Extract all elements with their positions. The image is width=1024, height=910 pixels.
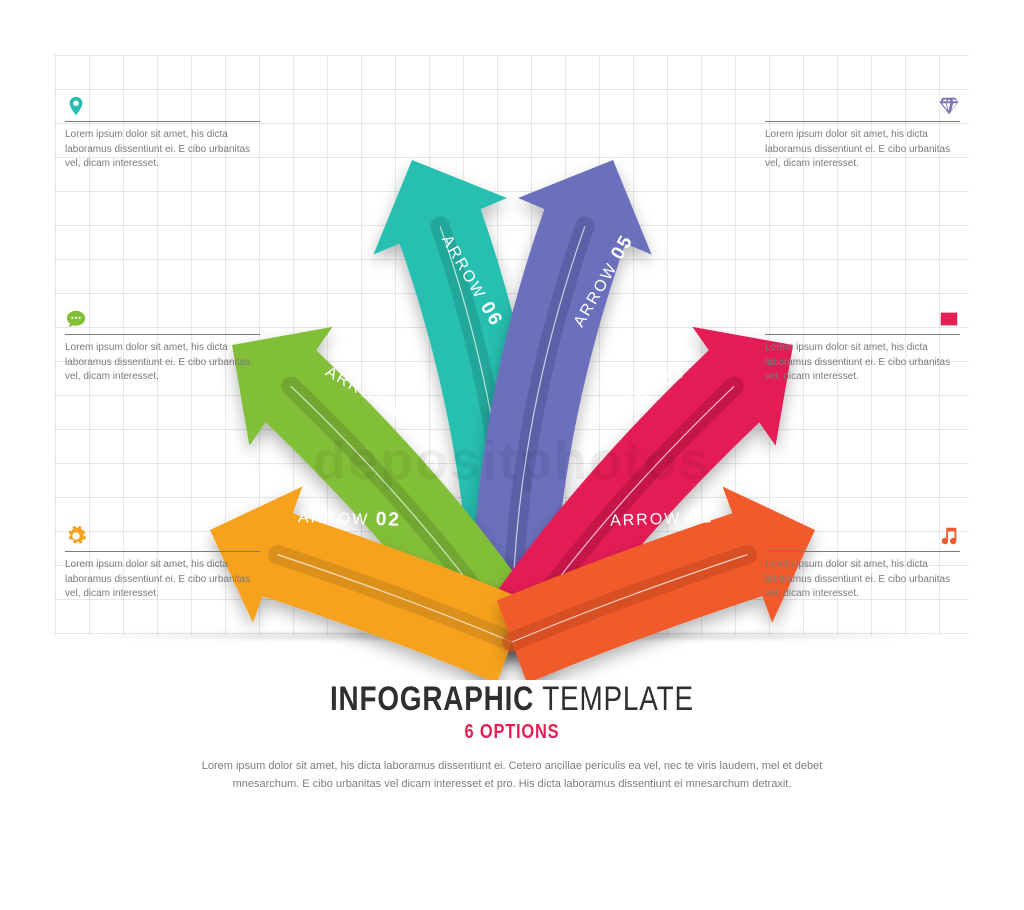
note-diamond: Lorem ipsum dolor sit amet, his dicta la… <box>765 95 960 172</box>
note-body: Lorem ipsum dolor sit amet, his dicta la… <box>65 128 260 172</box>
note-body: Lorem ipsum dolor sit amet, his dicta la… <box>765 341 960 385</box>
note-mail: Lorem ipsum dolor sit amet, his dicta la… <box>765 308 960 385</box>
note-rule <box>65 551 260 552</box>
title-block: INFOGRAPHIC TEMPLATE 6 OPTIONS Lorem ips… <box>0 680 1024 793</box>
pin-icon <box>65 95 260 117</box>
note-body: Lorem ipsum dolor sit amet, his dicta la… <box>65 558 260 602</box>
arrow-label-01: ARROW 01 <box>610 506 714 532</box>
chat-icon <box>65 308 260 330</box>
note-rule <box>65 121 260 122</box>
footer-body: Lorem ipsum dolor sit amet, his dicta la… <box>182 758 842 793</box>
mail-icon <box>765 308 960 330</box>
note-body: Lorem ipsum dolor sit amet, his dicta la… <box>765 558 960 602</box>
note-rule <box>765 121 960 122</box>
note-music: Lorem ipsum dolor sit amet, his dicta la… <box>765 525 960 602</box>
note-pin: Lorem ipsum dolor sit amet, his dicta la… <box>65 95 260 172</box>
arrow-label-02: ARROW 02 <box>298 506 402 532</box>
diamond-icon <box>765 95 960 117</box>
note-body: Lorem ipsum dolor sit amet, his dicta la… <box>65 341 260 385</box>
note-body: Lorem ipsum dolor sit amet, his dicta la… <box>765 128 960 172</box>
note-gear: Lorem ipsum dolor sit amet, his dicta la… <box>65 525 260 602</box>
note-chat: Lorem ipsum dolor sit amet, his dicta la… <box>65 308 260 385</box>
main-title: INFOGRAPHIC TEMPLATE <box>330 680 694 719</box>
subtitle: 6 OPTIONS <box>92 721 932 744</box>
gear-icon <box>65 525 260 547</box>
note-rule <box>765 334 960 335</box>
note-rule <box>65 334 260 335</box>
note-rule <box>765 551 960 552</box>
music-icon <box>765 525 960 547</box>
